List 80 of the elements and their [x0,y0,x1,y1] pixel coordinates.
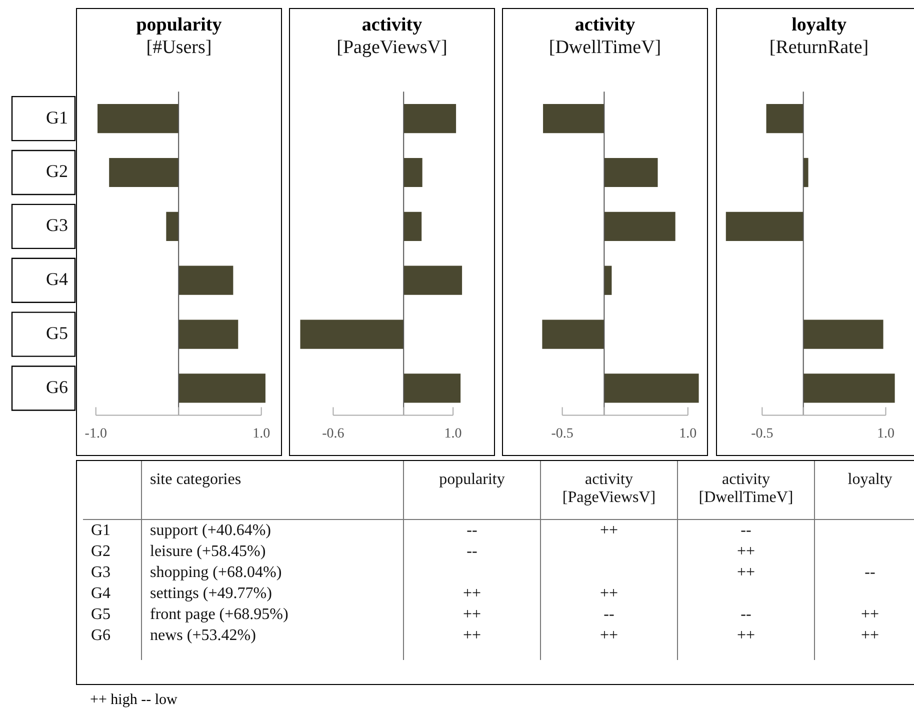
text: ++ [462,585,482,602]
category-label: G5 [91,606,111,623]
bar [109,158,179,188]
category-label: activity [DwellTimeV] [678,461,814,520]
category-label: loyalty [814,461,914,520]
text: -- [466,543,478,560]
y-tick-label: G3 [46,215,68,236]
category-label: G1 [91,522,111,539]
text: ++ [600,585,618,602]
bar [542,320,604,349]
y-tick-label: G2 [46,161,68,182]
chart-subtitle: [ReturnRate] [769,37,869,58]
x-tick-label: 1.0 [444,426,462,442]
y-tick-label: G1 [46,107,68,128]
bar [803,374,895,403]
text: -- [604,606,614,623]
text: ++ [600,627,618,644]
bar [604,266,612,295]
chart-title: activity [362,14,423,36]
chart-subtitle: [#Users] [146,37,212,58]
chart-subtitle: [DwellTimeV] [548,37,662,58]
x-tick-label: 1.0 [679,426,697,442]
category-label: leisure (+58.45%) [150,543,266,560]
chart-subtitle: [PageViewsV] [336,37,448,58]
bar [404,266,462,295]
bar [166,212,179,241]
bar [300,320,404,349]
bar [98,104,179,134]
category-label: G6 [91,627,111,644]
bar [404,212,422,241]
chart-title: loyalty [792,14,847,36]
text: -- [740,606,752,623]
text: ++ [462,606,482,623]
text: ++ high -- low [90,692,178,709]
category-label: popularity [404,461,540,520]
category-label: G3 [91,564,111,581]
bar [726,212,804,241]
category-label: news (+53.42%) [150,627,256,644]
bar [178,320,238,349]
text: ++ [736,543,756,560]
text: ++ [600,522,618,539]
text: ++ [736,564,756,581]
text: ++ [860,627,880,644]
x-tick-label: 1.0 [876,426,894,442]
category-label: activity [PageViewsV] [540,461,678,520]
bar [543,104,604,134]
category-label: settings (+49.77%) [150,585,272,602]
text: -- [740,522,752,539]
text: ++ [860,606,880,623]
y-tick-label: G4 [46,269,68,290]
category-label: shopping (+68.04%) [150,564,282,581]
bar [803,320,884,349]
x-tick-label: 1.0 [252,426,270,442]
bar [178,374,266,403]
text: -- [864,564,876,581]
category-label: support (+40.64%) [150,522,272,539]
bar [404,104,456,134]
y-tick-label: G5 [46,323,68,344]
chart-title: popularity [136,14,222,36]
bar [404,374,461,403]
category-label: G2 [91,543,111,560]
category-label: G4 [91,585,111,602]
bar [604,374,699,403]
x-tick-label: -0.5 [551,426,574,442]
x-tick-label: -0.6 [322,426,344,442]
bar [604,158,658,188]
x-tick-label: -1.0 [84,426,107,442]
bar [404,158,422,188]
text: ++ [462,627,482,644]
text: -- [466,522,478,539]
text: site categories [142,461,404,520]
bar [803,158,808,188]
bar [766,104,804,134]
category-label: front page (+68.95%) [150,606,288,623]
x-tick-label: -0.5 [751,426,774,442]
chart-title: activity [574,14,636,36]
y-tick-label: G6 [46,376,68,397]
bar [178,266,234,295]
text: ++ [736,627,756,644]
bar [604,212,676,241]
